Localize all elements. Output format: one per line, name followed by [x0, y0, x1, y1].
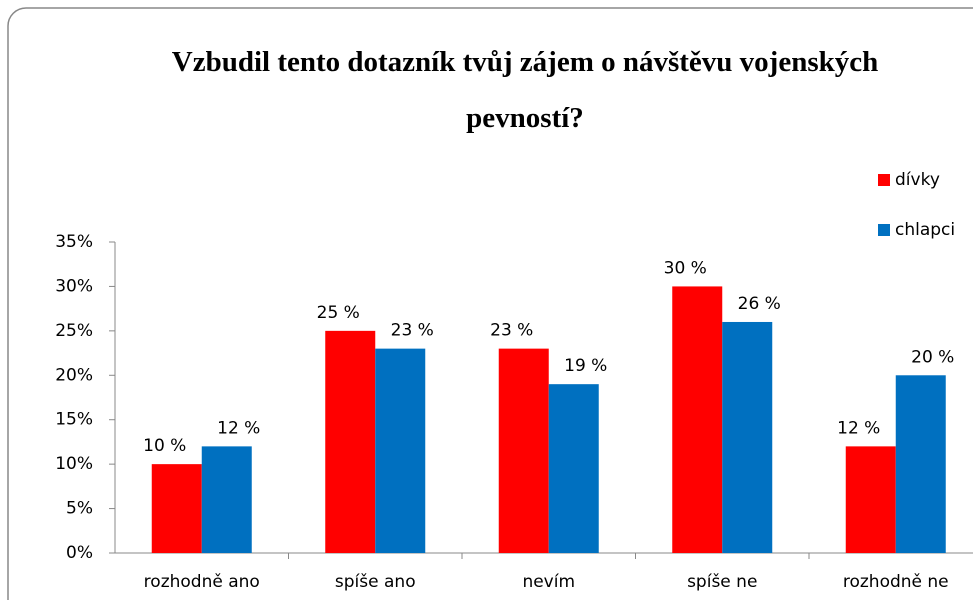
bar	[201, 446, 252, 553]
bar	[672, 286, 723, 553]
y-tick-label: 30%	[55, 276, 93, 296]
y-tick-label: 35%	[55, 232, 93, 252]
data-label: 23 %	[391, 321, 434, 341]
y-tick-label: 20%	[55, 365, 93, 385]
x-tick-label: rozhodně ano	[144, 572, 260, 592]
bar	[325, 330, 376, 553]
bar	[151, 464, 202, 553]
x-tick-label: spíše ano	[335, 572, 416, 592]
y-tick-label: 15%	[55, 410, 93, 430]
bar	[722, 321, 773, 553]
data-label: 23 %	[490, 321, 533, 341]
bar	[498, 348, 549, 553]
data-label: 19 %	[564, 356, 607, 376]
data-label: 26 %	[738, 294, 781, 314]
legend-swatch	[878, 224, 890, 236]
x-tick-label: spíše ne	[687, 572, 757, 592]
data-label: 25 %	[317, 303, 360, 323]
y-tick-label: 25%	[55, 321, 93, 341]
data-label: 12 %	[217, 418, 260, 438]
y-tick-label: 5%	[66, 499, 93, 519]
bar	[375, 348, 426, 553]
x-tick-label: nevím	[522, 572, 575, 592]
data-label: 30 %	[664, 258, 707, 278]
bar	[548, 384, 599, 553]
legend-label: dívky	[895, 170, 940, 190]
y-tick-label: 10%	[55, 454, 93, 474]
bar	[845, 446, 896, 553]
y-tick-label: 0%	[66, 543, 93, 563]
chart-title: Vzbudil tento dotazník tvůj zájem o návš…	[171, 46, 879, 134]
data-label: 10 %	[143, 436, 186, 456]
legend-label: chlapci	[895, 220, 955, 240]
legend-swatch	[878, 174, 890, 186]
x-tick-label: rozhodně ne	[843, 572, 949, 592]
data-label: 12 %	[837, 418, 880, 438]
data-label: 20 %	[911, 347, 954, 367]
bar	[895, 375, 946, 553]
